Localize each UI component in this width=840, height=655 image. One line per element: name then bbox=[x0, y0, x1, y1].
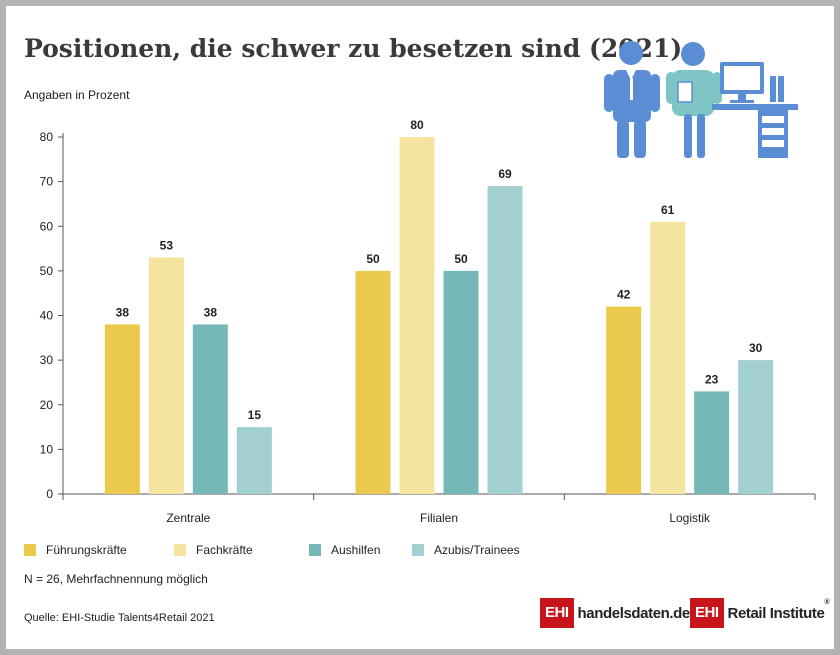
y-tick-label-50: 50 bbox=[40, 264, 54, 278]
legend-item-fachkraefte: Fachkräfte bbox=[174, 543, 309, 557]
x-tick-label-filialen: Filialen bbox=[420, 511, 458, 525]
y-tick-label-70: 70 bbox=[40, 175, 54, 189]
data-label-zentrale-0: 38 bbox=[116, 305, 130, 319]
legend-item-fuehrungskraefte: Führungskräfte bbox=[24, 543, 174, 557]
x-tick-label-logistik: Logistik bbox=[669, 511, 711, 525]
data-label-logistik-0: 42 bbox=[617, 288, 631, 302]
bar-filialen-2 bbox=[443, 270, 479, 494]
legend-swatch-aushilfen bbox=[309, 544, 321, 556]
data-label-logistik-2: 23 bbox=[705, 372, 719, 386]
legend-label-azubis: Azubis/Trainees bbox=[434, 543, 520, 557]
bar-logistik-2 bbox=[694, 391, 730, 494]
data-label-filialen-2: 50 bbox=[454, 252, 468, 266]
sample-note: N = 26, Mehrfachnennung möglich bbox=[24, 572, 208, 586]
y-tick-label-10: 10 bbox=[40, 442, 54, 456]
handelsdaten-text: handelsdaten.de bbox=[577, 604, 691, 622]
bar-logistik-3 bbox=[738, 360, 774, 494]
data-label-filialen-1: 80 bbox=[410, 118, 424, 132]
legend-swatch-fachkraefte bbox=[174, 544, 186, 556]
y-tick-label-0: 0 bbox=[46, 487, 53, 501]
bar-zentrale-1 bbox=[148, 257, 184, 494]
retail-institute-text: Retail Institute® bbox=[727, 599, 830, 622]
data-label-logistik-3: 30 bbox=[749, 341, 763, 355]
bar-zentrale-0 bbox=[104, 324, 140, 494]
legend-swatch-fuehrungskraefte bbox=[24, 544, 36, 556]
y-tick-label-60: 60 bbox=[40, 219, 54, 233]
ehi-logo-box: EHI bbox=[540, 598, 574, 628]
legend-label-fuehrungskraefte: Führungskräfte bbox=[46, 543, 127, 557]
bar-filialen-3 bbox=[487, 186, 523, 494]
bar-filialen-0 bbox=[355, 270, 391, 494]
data-label-logistik-1: 61 bbox=[661, 203, 675, 217]
legend-item-azubis: Azubis/Trainees bbox=[412, 543, 520, 557]
y-tick-label-80: 80 bbox=[40, 130, 54, 144]
handelsdaten-logo: EHI handelsdaten.de bbox=[540, 598, 690, 628]
ehi-logo-box-2: EHI bbox=[690, 598, 724, 628]
bar-zentrale-3 bbox=[236, 427, 272, 494]
data-label-zentrale-2: 38 bbox=[204, 305, 218, 319]
data-label-zentrale-3: 15 bbox=[248, 408, 262, 422]
chart-title: Positionen, die schwer zu besetzen sind … bbox=[24, 34, 683, 63]
bar-filialen-1 bbox=[399, 137, 435, 494]
legend-swatch-azubis bbox=[412, 544, 424, 556]
data-label-filialen-0: 50 bbox=[366, 252, 380, 266]
y-tick-label-20: 20 bbox=[40, 398, 54, 412]
chart-legend: Führungskräfte Fachkräfte Aushilfen Azub… bbox=[24, 543, 520, 557]
data-label-zentrale-1: 53 bbox=[160, 238, 174, 252]
y-tick-label-30: 30 bbox=[40, 353, 54, 367]
x-tick-label-zentrale: Zentrale bbox=[166, 511, 210, 525]
y-axis-unit-label: Angaben in Prozent bbox=[24, 88, 130, 102]
retail-institute-label: Retail Institute bbox=[727, 604, 825, 622]
bar-zentrale-2 bbox=[192, 324, 228, 494]
bar-logistik-0 bbox=[606, 306, 642, 494]
data-label-filialen-3: 69 bbox=[498, 167, 512, 181]
legend-label-fachkraefte: Fachkräfte bbox=[196, 543, 253, 557]
registered-mark: ® bbox=[824, 598, 830, 606]
bar-logistik-1 bbox=[650, 221, 686, 494]
legend-label-aushilfen: Aushilfen bbox=[331, 543, 381, 557]
legend-item-aushilfen: Aushilfen bbox=[309, 543, 412, 557]
y-tick-label-40: 40 bbox=[40, 309, 54, 323]
source-note: Quelle: EHI-Studie Talents4Retail 2021 bbox=[24, 612, 215, 624]
ehi-retail-institute-logo: EHI Retail Institute® bbox=[690, 598, 830, 628]
